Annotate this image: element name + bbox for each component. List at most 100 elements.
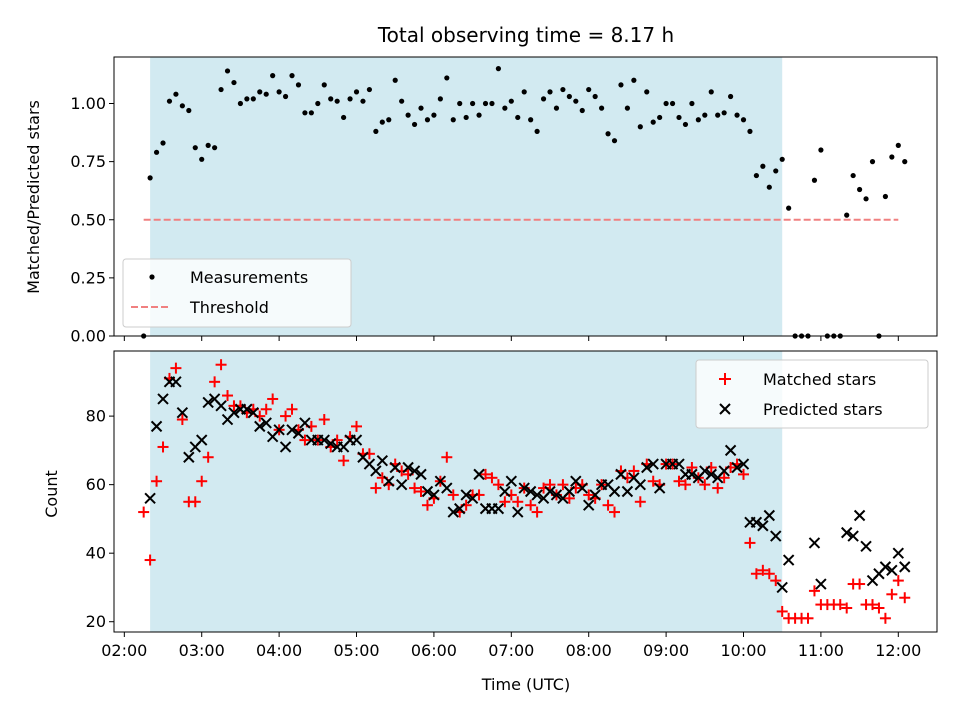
measurement-point [818, 147, 824, 153]
predicted-star-point [460, 489, 472, 501]
predicted-star-point [441, 482, 453, 494]
predicted-star-point [421, 485, 434, 498]
predicted-star-point [583, 499, 595, 511]
bottom-legend: Matched stars Predicted stars [695, 359, 929, 429]
measurement-point [863, 196, 869, 202]
x-tick-label: 03:00 [179, 641, 225, 660]
measurement-point [166, 98, 173, 104]
matched-star-point [879, 612, 891, 624]
predicted-star-point [466, 492, 479, 505]
matched-star-point [699, 479, 711, 491]
measurement-point [308, 110, 314, 116]
measurement-point [663, 100, 669, 107]
measurement-point [650, 119, 656, 125]
measurement-point [431, 112, 437, 118]
matched-star-point [157, 441, 169, 453]
matched-star-point [196, 475, 208, 487]
measurement-point [715, 112, 721, 118]
x-tick-label: 07:00 [488, 641, 534, 660]
matched-star-point [486, 472, 498, 484]
measurement-point [773, 168, 779, 174]
measurement-point [231, 79, 237, 86]
matched-star-point [176, 414, 188, 426]
measurement-point [579, 107, 585, 114]
predicted-star-point [299, 417, 311, 429]
matched-star-point [531, 506, 543, 518]
matched-star-point [757, 564, 769, 576]
predicted-star-point [350, 434, 363, 446]
matched-star-point [299, 434, 311, 446]
measurement-point [360, 98, 366, 104]
matched-star-point [634, 496, 646, 508]
top-axes-frame [113, 56, 938, 337]
predicted-star-point [750, 516, 763, 529]
predicted-star-point [150, 420, 163, 433]
x-tick-label: 11:00 [798, 641, 844, 660]
matched-star-point [421, 499, 433, 511]
measurement-point [599, 105, 605, 111]
y-tick-label: 0.25 [70, 268, 106, 287]
matched-star-point [202, 451, 214, 463]
measurement-point [489, 100, 495, 107]
chart-title: Total observing time = 8.17 h [377, 23, 674, 47]
predicted-star-point [279, 441, 292, 453]
matched-star-point [370, 482, 382, 494]
matched-star-point [770, 575, 782, 587]
legend-threshold-label: Threshold [189, 298, 269, 317]
matched-star-point [892, 575, 904, 587]
matched-star-point [260, 403, 272, 415]
predicted-star-point [286, 424, 298, 436]
matched-star-point [647, 475, 659, 487]
predicted-star-point [776, 581, 788, 594]
measurement-point [179, 103, 185, 109]
matched-star-point [738, 468, 750, 480]
predicted-star-point [892, 547, 905, 559]
predicted-star-point [176, 406, 189, 419]
legend-matched-label: Matched stars [763, 370, 876, 389]
predicted-star-point [447, 506, 459, 518]
measurement-point [637, 124, 643, 130]
matched-star-point [151, 475, 163, 487]
matched-star-point [544, 479, 556, 491]
matched-star-point [480, 468, 492, 480]
bottom-legend-box [695, 359, 929, 429]
predicted-star-point [770, 530, 782, 542]
measurement-point [553, 105, 560, 111]
matched-star-point [750, 568, 762, 580]
y-tick-label: 0.50 [70, 210, 106, 229]
predicted-star-point [389, 461, 401, 474]
matched-star-point [189, 496, 201, 508]
predicted-star-point [228, 406, 240, 419]
measurement-point [282, 93, 289, 100]
measurement-point [682, 121, 689, 128]
measurement-point [379, 119, 385, 125]
measurement-point [237, 100, 244, 107]
x-tick-label: 12:00 [875, 641, 921, 660]
measurement-point [902, 159, 908, 165]
measurement-point [624, 105, 631, 111]
predicted-star-point [840, 526, 853, 539]
measurement-point [882, 193, 889, 200]
matched-star-point [415, 486, 427, 497]
measurement-point [669, 100, 676, 107]
measurement-point [160, 140, 166, 146]
measurement-point [437, 96, 443, 102]
predicted-star-point [615, 468, 627, 481]
matched-star-point [841, 602, 853, 614]
matched-star-point [492, 479, 504, 491]
measurement-point [276, 89, 282, 95]
predicted-star-point [144, 492, 156, 505]
bottom-x-ticks: 02:00 03:00 04:00 05:00 06:00 07:00 08:00 09:00… [101, 632, 921, 660]
measurement-point [676, 114, 682, 121]
measurement-point [547, 89, 553, 95]
predicted-star-point [853, 509, 866, 522]
predicted-star-point [505, 475, 518, 487]
measurements-series [141, 66, 908, 339]
measurement-point [192, 145, 198, 151]
predicted-star-point [589, 489, 601, 501]
predicted-star-point [273, 424, 285, 436]
measurement-point [244, 96, 250, 102]
legend-measurements-marker [149, 274, 155, 280]
legend-matched-marker [719, 373, 731, 385]
predicted-star-point [634, 478, 647, 491]
